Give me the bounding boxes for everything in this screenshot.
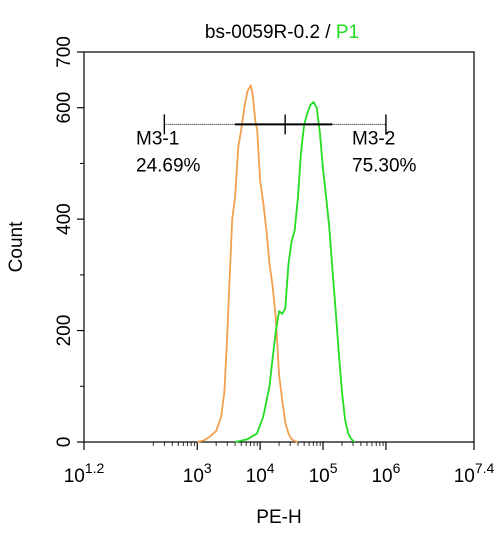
x-tick-label: 106 <box>371 460 400 487</box>
gate-2-percent: 75.30% <box>352 155 417 176</box>
gate-1-name: M3-1 <box>136 128 179 149</box>
y-tick-label: 0 <box>54 437 75 448</box>
x-tick-base: 10 <box>246 466 267 487</box>
x-tick-base: 10 <box>371 466 392 487</box>
y-tick-label: 600 <box>54 92 75 124</box>
x-tick-exponent: 6 <box>393 460 401 476</box>
x-tick-exponent: 1.2 <box>85 460 105 476</box>
x-axis-label: PE-H <box>256 507 301 528</box>
gate-2-name: M3-2 <box>352 128 395 149</box>
y-tick-label: 200 <box>54 315 75 347</box>
x-tick-base: 10 <box>309 466 330 487</box>
x-tick-label: 103 <box>183 460 212 487</box>
x-tick-label: 107.4 <box>454 460 495 487</box>
x-tick-exponent: 7.4 <box>475 460 495 476</box>
y-tick-label: 700 <box>54 36 75 68</box>
gate-layer: M3-1 24.69% M3-2 75.30% <box>136 114 417 176</box>
gate-1-percent: 24.69% <box>136 155 201 176</box>
chart-title: bs-0059R-0.2 / P1 <box>205 22 359 43</box>
x-tick-label: 101.2 <box>64 460 105 487</box>
x-tick-label: 105 <box>309 460 338 487</box>
series-1-line <box>196 84 299 443</box>
title-main: bs-0059R-0.2 <box>205 22 320 43</box>
y-axis-ticks: 0 200 400 600 700 <box>54 36 84 447</box>
x-tick-base: 10 <box>183 466 204 487</box>
y-axis-label: Count <box>6 221 27 272</box>
x-tick-base: 10 <box>454 466 475 487</box>
x-tick-exponent: 4 <box>267 460 275 476</box>
x-tick-label: 104 <box>246 460 275 487</box>
series-layer <box>196 84 356 443</box>
title-separator: / <box>320 22 336 43</box>
x-tick-exponent: 5 <box>330 460 338 476</box>
plot-frame <box>83 51 475 443</box>
x-tick-base: 10 <box>64 466 85 487</box>
y-tick-label: 400 <box>54 203 75 235</box>
x-tick-exponent: 3 <box>204 460 212 476</box>
title-gate: P1 <box>336 22 359 43</box>
series-2-line <box>234 101 356 443</box>
x-axis-ticks: 101.2 103 104 105 106 107.4 <box>64 442 495 487</box>
